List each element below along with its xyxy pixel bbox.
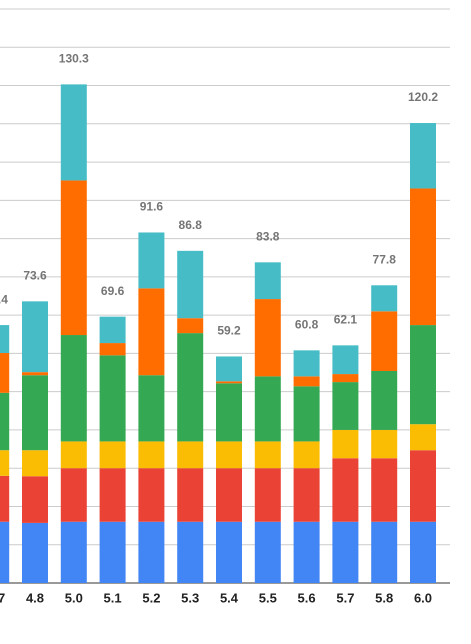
x-tick-label: 5.2 [142, 590, 160, 605]
total-label: 73.6 [23, 269, 47, 283]
bar-segment [60, 84, 87, 181]
bar-segment [99, 468, 126, 522]
bar-segment [177, 441, 204, 469]
bar-segment [99, 316, 126, 344]
bar-segment [293, 521, 320, 583]
x-tick-label: 5.4 [220, 590, 239, 605]
total-label: 77.8 [373, 252, 397, 266]
bar-segment [22, 301, 48, 373]
bar-segment [332, 521, 359, 583]
bar-segment [293, 468, 320, 522]
x-tick-label: 6.0 [414, 590, 432, 605]
bar-segment [216, 468, 242, 522]
bar-segment [254, 299, 281, 377]
x-tick-label: 5.3 [181, 590, 199, 605]
bar-segment [177, 333, 204, 442]
bar-segment [22, 375, 48, 451]
bar-segment [60, 335, 87, 442]
bar-segment [371, 521, 398, 583]
bar-segment [216, 521, 242, 583]
bar-segment [254, 521, 281, 583]
bar-segment [177, 318, 204, 334]
bar-segment [410, 325, 436, 425]
bar-segment [410, 424, 436, 451]
bar-segment [0, 353, 10, 393]
bar-segment [0, 450, 10, 476]
bar-segment [254, 262, 281, 300]
bar-segment [138, 468, 165, 522]
bar-segment [332, 374, 359, 383]
bar-segment [371, 285, 398, 312]
bar-segment [410, 521, 436, 583]
bar-segment [138, 441, 165, 469]
bar-segment [216, 441, 242, 469]
bar-segment [60, 521, 87, 583]
total-label: 59.2 [217, 324, 241, 338]
bar-segment [138, 288, 165, 376]
x-tick-label: 5.5 [259, 590, 277, 605]
total-label: 130.3 [59, 52, 89, 66]
total-label: 67.4 [0, 292, 8, 306]
bar-segment [22, 476, 48, 523]
total-label: 120.2 [408, 90, 438, 104]
bar-segment [60, 180, 87, 336]
bar-segment [371, 429, 398, 459]
bar-segment [138, 521, 165, 583]
bar-segment [410, 188, 436, 326]
bar-segment [410, 123, 436, 189]
bar-segment [410, 450, 436, 522]
bar-segment [22, 450, 48, 477]
bar-segment [0, 325, 10, 354]
bar-segment [293, 350, 320, 377]
x-tick-label: 4.7 [0, 590, 5, 605]
bar-segment [216, 356, 242, 382]
bar-segment [332, 458, 359, 522]
bar-segment [99, 343, 126, 356]
bar-segment [22, 372, 48, 376]
bar-segment [99, 441, 126, 469]
bar-segment [216, 383, 242, 442]
bar-segment [371, 311, 398, 372]
bar-segment [371, 458, 398, 522]
bar-segment [371, 371, 398, 430]
bar-segment [177, 250, 204, 319]
bar-segment [254, 376, 281, 442]
total-label: 91.6 [140, 200, 164, 214]
bar-segment [293, 376, 320, 387]
x-tick-label: 5.8 [375, 590, 393, 605]
total-label: 69.6 [101, 284, 125, 298]
bar-segment [99, 355, 126, 442]
bar-segment [177, 468, 204, 522]
bar-segment [254, 468, 281, 522]
bar-segment [216, 381, 242, 384]
x-tick-label: 5.0 [65, 590, 83, 605]
total-label: 60.8 [295, 318, 319, 332]
total-label: 62.1 [334, 313, 358, 327]
total-label: 83.8 [256, 229, 280, 243]
bar-segment [0, 521, 10, 583]
total-label: 86.8 [179, 218, 203, 232]
bar-segment [99, 521, 126, 583]
bar-segment [22, 522, 48, 583]
bar-segment [254, 441, 281, 469]
bar-segment [138, 375, 165, 442]
x-tick-label: 5.6 [298, 590, 316, 605]
bar-segment [332, 429, 359, 459]
bar-segment [60, 468, 87, 522]
bar-segment [0, 475, 10, 522]
bar-segment [293, 386, 320, 442]
bar-segment [0, 392, 10, 451]
bar-segment [177, 521, 204, 583]
bar-segment [138, 232, 165, 289]
x-tick-label: 5.7 [336, 590, 354, 605]
x-tick-label: 5.1 [104, 590, 122, 605]
x-tick-label: 4.8 [26, 590, 44, 605]
bar-segment [60, 441, 87, 469]
bar-segment [332, 345, 359, 375]
bar-segment [332, 382, 359, 430]
bar-segment [293, 441, 320, 469]
